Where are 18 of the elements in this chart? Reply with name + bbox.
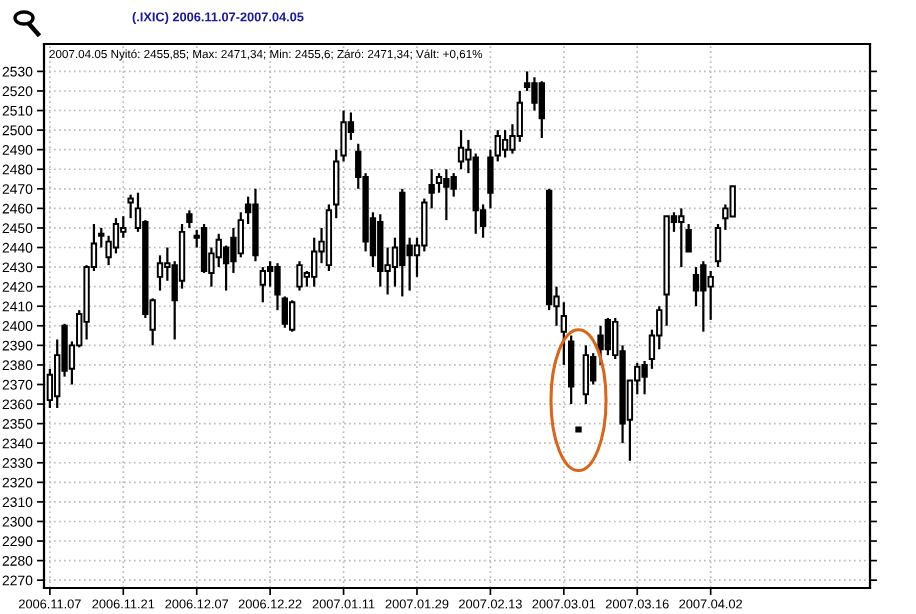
candlestick [582, 344, 590, 406]
candlestick [259, 265, 266, 304]
candlestick [296, 260, 303, 292]
candlestick [501, 128, 509, 159]
candlestick [156, 254, 164, 292]
candlestick [288, 299, 296, 333]
candlestick [678, 207, 685, 269]
candlestick [538, 80, 545, 140]
candlestick [457, 128, 465, 171]
candlestick [311, 236, 318, 288]
candlestick [604, 316, 612, 357]
candlestick [450, 172, 457, 198]
candlestick [692, 265, 700, 308]
candlestick [531, 76, 538, 112]
candlestick [729, 185, 736, 218]
candlestick [700, 260, 707, 333]
candlestick [707, 269, 714, 322]
candlestick [443, 168, 450, 222]
